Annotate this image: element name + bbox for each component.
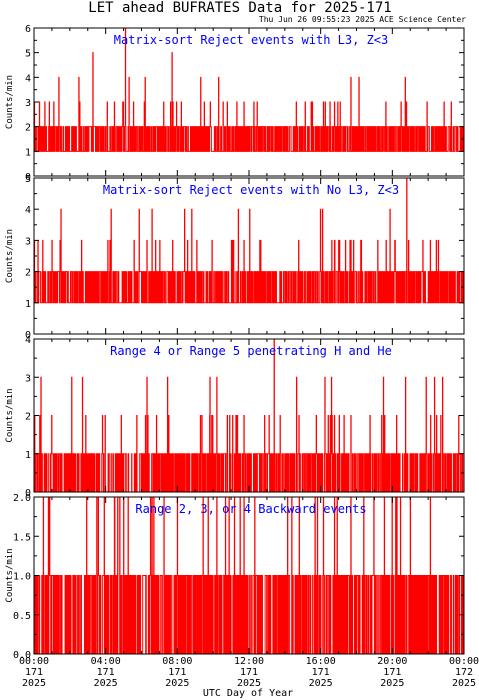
y-tick-label: 5 xyxy=(25,49,31,60)
y-tick-label: 1 xyxy=(25,147,31,158)
panel-4: 0.0 0.5 1.0 1.5 2.0 Range 2, 3, or 4 Backward… xyxy=(5,493,465,661)
x-tick-label: 171 xyxy=(25,667,43,678)
x-tick-label: 2025 xyxy=(165,678,189,689)
y-tick-label: 1.5 xyxy=(13,532,31,543)
x-tick-label: 171 xyxy=(168,667,186,678)
y-tick-label: 0.5 xyxy=(13,611,31,622)
y-tick-label: 1 xyxy=(25,450,31,461)
panel-frame xyxy=(33,27,465,177)
x-tick-label: 2025 xyxy=(94,678,118,689)
x-tick-label: 2025 xyxy=(237,678,261,689)
data-series-line xyxy=(34,496,464,655)
y-tick-label: 2 xyxy=(25,268,31,279)
y-tick-label: 2 xyxy=(25,412,31,423)
y-tick-label: 1 xyxy=(25,299,31,310)
y-tick-label: 0 xyxy=(25,488,31,499)
data-series-line xyxy=(33,177,465,304)
x-tick-label: 171 xyxy=(383,667,401,678)
data-series-line xyxy=(33,27,464,152)
x-tick-label: 171 xyxy=(240,667,258,678)
y-tick-label: 3 xyxy=(25,373,31,384)
x-tick-label: 00:00 xyxy=(449,656,479,667)
x-tick-label: 00:00 xyxy=(19,656,49,667)
y-tick-label: 3 xyxy=(25,98,31,109)
x-tick-label: 16:00 xyxy=(306,656,336,667)
y-axis-label: Counts/min xyxy=(5,75,15,129)
y-tick-label: 4 xyxy=(25,205,31,216)
panel-title: Matrix-sort Reject events with No L3, Z<… xyxy=(103,183,399,197)
data-series-line xyxy=(34,338,464,493)
timestamp-label: Thu Jun 26 09:55:23 2025 ACE Science Cen… xyxy=(259,15,466,24)
x-tick-label: 2025 xyxy=(309,678,333,689)
y-tick-label: 2 xyxy=(25,123,31,134)
x-tick-label: 171 xyxy=(97,667,115,678)
panel-title: Range 4 or Range 5 penetrating H and He xyxy=(110,344,392,358)
y-axis-label: Counts/min xyxy=(5,548,15,602)
y-tick-label: 0 xyxy=(25,330,31,341)
x-tick-label: 20:00 xyxy=(377,656,407,667)
y-tick-label: 0 xyxy=(25,172,31,183)
y-tick-label: 1.0 xyxy=(13,572,31,583)
y-axis-label: Counts/min xyxy=(5,229,15,283)
x-tick-label: 2025 xyxy=(380,678,404,689)
chart-title: LET ahead BUFRATES Data for 2025-171 xyxy=(88,0,391,16)
y-tick-label: 3 xyxy=(25,236,31,247)
x-axis-label: UTC Day of Year xyxy=(203,688,293,699)
y-tick-label: 6 xyxy=(25,24,31,35)
panel-1: 0 1 2 3 4 5 6 Matrix-sort Reject events with L3… xyxy=(5,24,465,183)
y-tick-label: 0.0 xyxy=(13,650,31,661)
x-tick-label: 2025 xyxy=(22,678,46,689)
panel-title: Range 2, 3, or 4 Backward events xyxy=(135,502,366,516)
y-tick-label: 4 xyxy=(25,73,31,84)
x-tick-label: 2025 xyxy=(452,678,476,689)
y-tick-label: 4 xyxy=(25,335,31,346)
panels-group: 0 1 2 3 4 5 6 Matrix-sort Reject events with L3… xyxy=(5,24,465,661)
x-tick-label: 172 xyxy=(455,667,473,678)
panel-2: 0 1 2 3 4 5 Matrix-sort Reject events with No … xyxy=(5,174,465,341)
x-tick-label: 08:00 xyxy=(162,656,192,667)
y-tick-label: 2.0 xyxy=(13,493,31,504)
y-axis-label: Counts/min xyxy=(5,388,15,442)
panel-title: Matrix-sort Reject events with L3, Z<3 xyxy=(114,33,389,47)
y-tick-label: 5 xyxy=(25,174,31,185)
x-tick-label: 171 xyxy=(312,667,330,678)
panel-frame xyxy=(33,177,465,335)
panel-3: 0 1 2 3 4 Range 4 or Range 5 penetrating H an… xyxy=(5,335,465,499)
x-tick-label: 12:00 xyxy=(234,656,264,667)
x-tick-label: 04:00 xyxy=(91,656,121,667)
